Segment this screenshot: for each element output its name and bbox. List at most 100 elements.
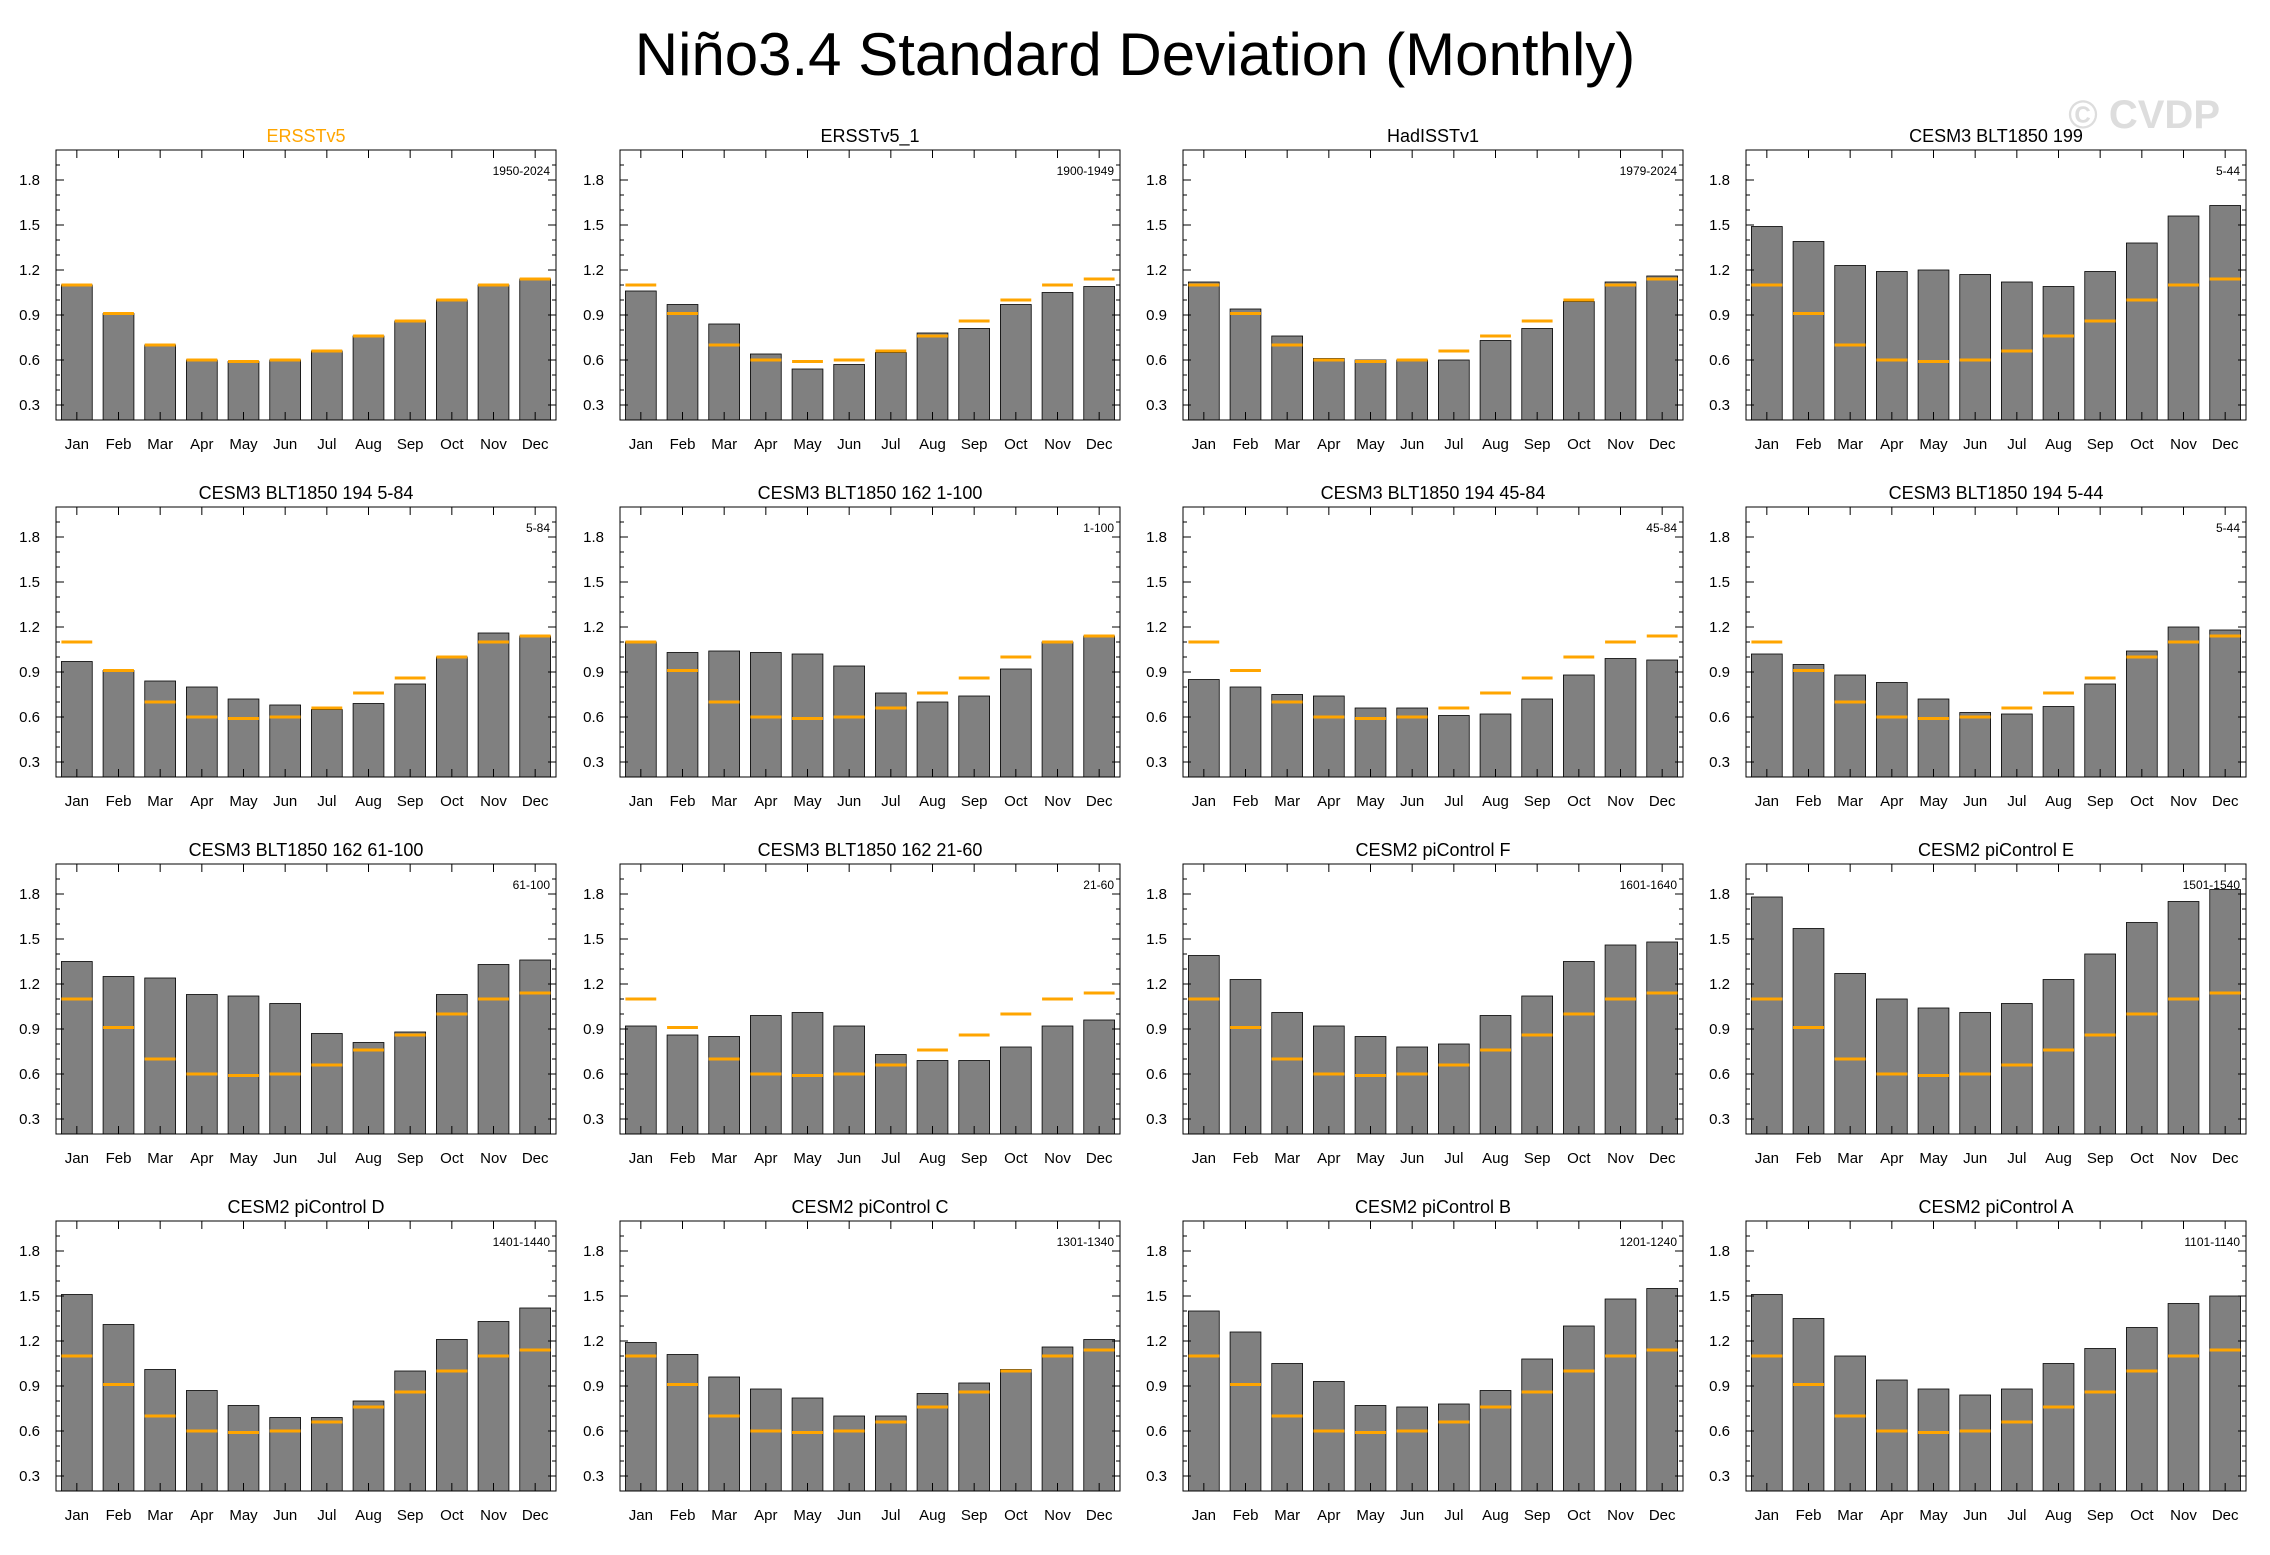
y-tick-label: 0.9 (19, 307, 40, 324)
bar-feb (102, 976, 135, 1135)
y-tick-label: 1.8 (583, 529, 604, 546)
x-tick-label-apr: Apr (1317, 793, 1340, 810)
bar-sep (958, 1382, 990, 1492)
bar-jan (1751, 226, 1783, 421)
y-tick-label: 0.6 (1146, 1066, 1167, 1083)
x-tick-label-jan: Jan (1192, 1150, 1216, 1167)
x-tick-label-oct: Oct (2130, 793, 2154, 810)
panel-period-label: 5-44 (2216, 164, 2240, 178)
y-tick-label: 0.3 (583, 397, 604, 414)
bar-may (1917, 698, 1950, 778)
panel-period-label: 61-100 (513, 878, 551, 892)
panel-period-label: 1979-2024 (1620, 164, 1678, 178)
bar-nov (1041, 1025, 1074, 1135)
x-tick-label-mar: Mar (147, 1507, 173, 1524)
y-tick-label: 0.3 (1146, 1111, 1167, 1128)
bar-sep (394, 1031, 426, 1135)
x-tick-label-jan: Jan (629, 1150, 653, 1167)
x-tick-label-dec: Dec (2212, 1507, 2239, 1524)
bar-jul (2001, 1388, 2033, 1492)
x-tick-label-apr: Apr (754, 1507, 777, 1524)
bar-apr (186, 359, 218, 421)
chart-panel: 0.3 0.6 0.9 1.2 1.5 1.8 Jan Feb Mar Apr May Jun Jul A… (1709, 1197, 2247, 1524)
x-tick-label-feb: Feb (1233, 1507, 1259, 1524)
bar-apr (1313, 1025, 1345, 1135)
y-tick-label: 1.2 (1709, 619, 1730, 636)
bar-mar (1834, 265, 1866, 421)
y-tick-label: 1.8 (1709, 172, 1730, 189)
x-tick-label-may: May (793, 1150, 822, 1167)
bar-may (791, 368, 824, 421)
x-tick-label-oct: Oct (1004, 1150, 1028, 1167)
bar-jun (1959, 1394, 1991, 1492)
bar-may (1917, 269, 1950, 421)
x-tick-label-feb: Feb (1796, 1507, 1822, 1524)
bar-sep (394, 320, 426, 421)
bar-apr (750, 1388, 782, 1492)
y-tick-label: 0.6 (19, 1423, 40, 1440)
bar-sep (1521, 328, 1553, 421)
x-tick-label-mar: Mar (1837, 1507, 1863, 1524)
x-tick-label-feb: Feb (1796, 793, 1822, 810)
bar-mar (1271, 1012, 1303, 1135)
chart-panel: 0.3 0.6 0.9 1.2 1.5 1.8 Jan Feb Mar Apr May Jun Jul A… (583, 126, 1121, 453)
x-tick-label-mar: Mar (147, 1150, 173, 1167)
x-tick-label-apr: Apr (1317, 436, 1340, 453)
y-tick-label: 1.5 (19, 574, 40, 591)
bar-jan (625, 1342, 657, 1492)
bar-oct (2126, 1327, 2158, 1492)
bar-dec (2209, 205, 2241, 421)
panel-period-label: 5-84 (526, 521, 550, 535)
x-tick-label-aug: Aug (1482, 1150, 1509, 1167)
panel-title: CESM2 piControl B (1355, 1197, 1511, 1217)
x-tick-label-sep: Sep (961, 1150, 988, 1167)
bar-aug (2042, 1363, 2075, 1492)
x-tick-label-nov: Nov (1607, 793, 1634, 810)
bar-apr (1876, 1379, 1908, 1492)
x-tick-label-may: May (229, 1507, 258, 1524)
x-tick-label-jan: Jan (1755, 793, 1779, 810)
y-tick-label: 0.3 (19, 397, 40, 414)
y-tick-label: 1.8 (1709, 529, 1730, 546)
bar-oct (1000, 1369, 1032, 1492)
y-tick-label: 1.5 (583, 574, 604, 591)
bar-sep (2084, 953, 2116, 1135)
x-tick-label-aug: Aug (1482, 436, 1509, 453)
y-tick-label: 0.6 (19, 352, 40, 369)
y-tick-label: 1.5 (1709, 217, 1730, 234)
y-tick-label: 1.8 (1146, 529, 1167, 546)
bar-mar (144, 344, 176, 421)
bar-jan (1188, 679, 1220, 778)
x-tick-label-aug: Aug (355, 436, 382, 453)
y-tick-label: 1.5 (583, 1288, 604, 1305)
y-tick-label: 0.9 (1146, 1378, 1167, 1395)
bar-jun (833, 1025, 865, 1135)
bar-may (227, 698, 260, 778)
y-tick-label: 1.5 (1146, 1288, 1167, 1305)
bar-mar (1271, 335, 1303, 421)
x-tick-label-nov: Nov (1607, 1507, 1634, 1524)
bar-aug (1479, 340, 1512, 421)
y-tick-label: 1.5 (1709, 931, 1730, 948)
bar-jul (875, 1415, 907, 1492)
chart-panel: 0.3 0.6 0.9 1.2 1.5 1.8 Jan Feb Mar Apr May Jun Jul A… (583, 840, 1121, 1167)
x-tick-label-aug: Aug (1482, 793, 1509, 810)
x-tick-label-jan: Jan (1192, 793, 1216, 810)
x-tick-label-jan: Jan (1192, 1507, 1216, 1524)
x-tick-label-sep: Sep (1524, 1507, 1551, 1524)
bar-aug (352, 1400, 385, 1492)
bar-jun (833, 1415, 865, 1492)
y-tick-label: 1.5 (19, 217, 40, 234)
y-tick-label: 0.9 (583, 664, 604, 681)
x-tick-label-jul: Jul (2007, 436, 2026, 453)
x-tick-label-nov: Nov (480, 1150, 507, 1167)
bar-mar (144, 680, 176, 778)
bar-nov (1041, 641, 1074, 778)
x-tick-label-sep: Sep (397, 1507, 424, 1524)
y-tick-label: 0.9 (19, 664, 40, 681)
panel-period-label: 1-100 (1083, 521, 1114, 535)
bar-sep (2084, 271, 2116, 421)
y-tick-label: 1.8 (1709, 1243, 1730, 1260)
bar-feb (102, 1324, 135, 1492)
panel-period-label: 45-84 (1646, 521, 1677, 535)
